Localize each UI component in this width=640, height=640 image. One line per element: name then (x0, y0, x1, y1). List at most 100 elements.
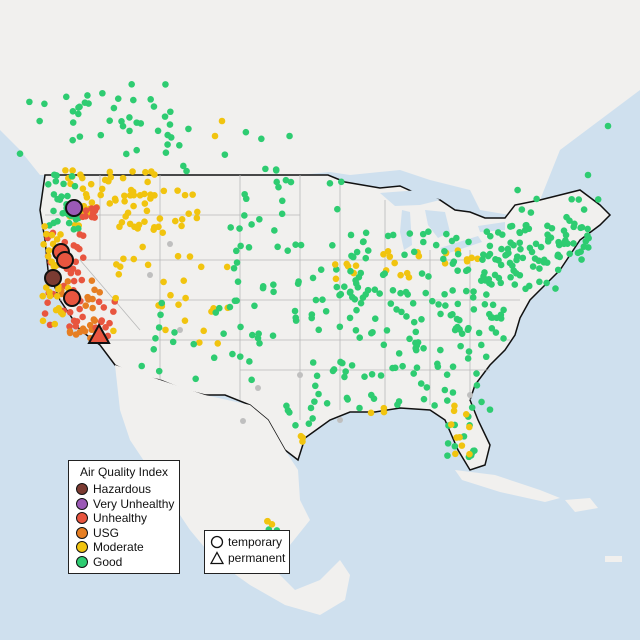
monitor-point (291, 307, 299, 315)
monitor-point (166, 121, 174, 128)
monitor-point (144, 178, 151, 186)
monitor-point (397, 271, 404, 279)
monitor-point (516, 229, 524, 237)
monitor-point (483, 291, 490, 298)
monitor-point (484, 252, 492, 260)
monitor-point (406, 335, 413, 343)
monitor-point (41, 223, 48, 230)
hispaniola-land (565, 498, 598, 512)
monitor-point (118, 117, 125, 125)
unhealthy-swatch-icon (76, 512, 88, 525)
monitor-point (315, 326, 323, 334)
monitor-point (410, 318, 418, 326)
monitor-point (242, 128, 250, 136)
legend-label: Very Unhealthy (93, 496, 175, 511)
monitor-point (317, 266, 325, 273)
monitor-point (141, 218, 148, 225)
monitor-point (354, 283, 362, 291)
monitor-point (540, 258, 548, 266)
monitor-point (580, 243, 588, 251)
monitor-point (529, 263, 537, 270)
monitor-point (383, 327, 391, 334)
monitor-point (88, 277, 96, 284)
monitor-point (197, 263, 205, 271)
monitor-point (468, 254, 475, 262)
monitor-point (74, 225, 82, 232)
monitor-point (343, 394, 351, 402)
temporary-monitor-marker (44, 269, 62, 287)
monitor-point (337, 178, 345, 186)
monitor-point (475, 329, 483, 337)
monitor-point (497, 311, 505, 319)
monitor-point (337, 358, 344, 366)
monitor-point (97, 131, 105, 139)
monitor-point (64, 192, 71, 200)
monitor-point (368, 370, 376, 378)
monitor-point (112, 294, 119, 302)
monitor-point (126, 114, 133, 121)
monitor-point (151, 171, 158, 178)
monitor-point (413, 364, 421, 371)
monitor-point (89, 304, 96, 312)
monitor-point (395, 350, 403, 357)
monitor-point (463, 257, 471, 265)
monitor-point (152, 334, 159, 342)
monitor-point (516, 239, 524, 247)
monitor-point (51, 320, 59, 328)
monitor-point (474, 255, 481, 263)
monitor-point (444, 452, 451, 459)
legend-item-usg: USG (69, 526, 179, 541)
monitor-point (355, 273, 363, 281)
monitor-point (88, 199, 96, 206)
monitor-point (262, 165, 269, 173)
monitor-point (305, 420, 313, 427)
monitor-point (584, 232, 591, 239)
monitor-point (519, 254, 527, 262)
monitor-point (50, 191, 58, 198)
monitor-point (454, 250, 462, 258)
monitor-point (171, 217, 179, 225)
monitor-point (453, 234, 460, 242)
shape-legend-permanent: permanent (205, 550, 289, 566)
monitor-point (162, 149, 170, 156)
marker-shape-legend: temporary permanent (204, 530, 290, 574)
monitor-point (536, 278, 543, 286)
monitor-point (452, 450, 459, 458)
monitor-point (443, 230, 450, 238)
monitor-point (150, 103, 158, 110)
monitor-point (570, 240, 577, 247)
monitor-point (464, 355, 472, 362)
monitor-point (440, 255, 447, 263)
monitor-point (292, 422, 299, 429)
monitor-point (488, 325, 496, 332)
monitor-point (442, 302, 449, 309)
monitor-point (154, 127, 162, 135)
monitor-point (393, 306, 400, 313)
monitor-point (481, 301, 489, 308)
monitor-point (44, 180, 52, 188)
very-unhealthy-swatch-icon (76, 497, 88, 510)
monitor-point (441, 247, 448, 255)
monitor-point (337, 417, 343, 423)
monitor-point (248, 221, 255, 228)
monitor-point (248, 376, 255, 384)
monitor-point (167, 134, 175, 141)
monitor-point (39, 317, 47, 325)
monitor-point (543, 279, 550, 287)
monitor-point (380, 408, 388, 416)
monitor-point (255, 330, 262, 338)
puerto-rico-land (605, 556, 622, 562)
monitor-point (161, 113, 169, 120)
monitor-point (111, 195, 119, 203)
monitor-point (245, 244, 253, 251)
monitor-point (467, 392, 473, 398)
hazardous-swatch-icon (76, 483, 88, 496)
monitor-point (138, 362, 146, 370)
monitor-point (568, 195, 575, 203)
monitor-point (420, 238, 427, 246)
monitor-point (73, 243, 81, 251)
monitor-point (512, 269, 520, 277)
monitor-point (114, 95, 122, 102)
monitor-point (377, 372, 385, 379)
monitor-point (347, 267, 354, 275)
